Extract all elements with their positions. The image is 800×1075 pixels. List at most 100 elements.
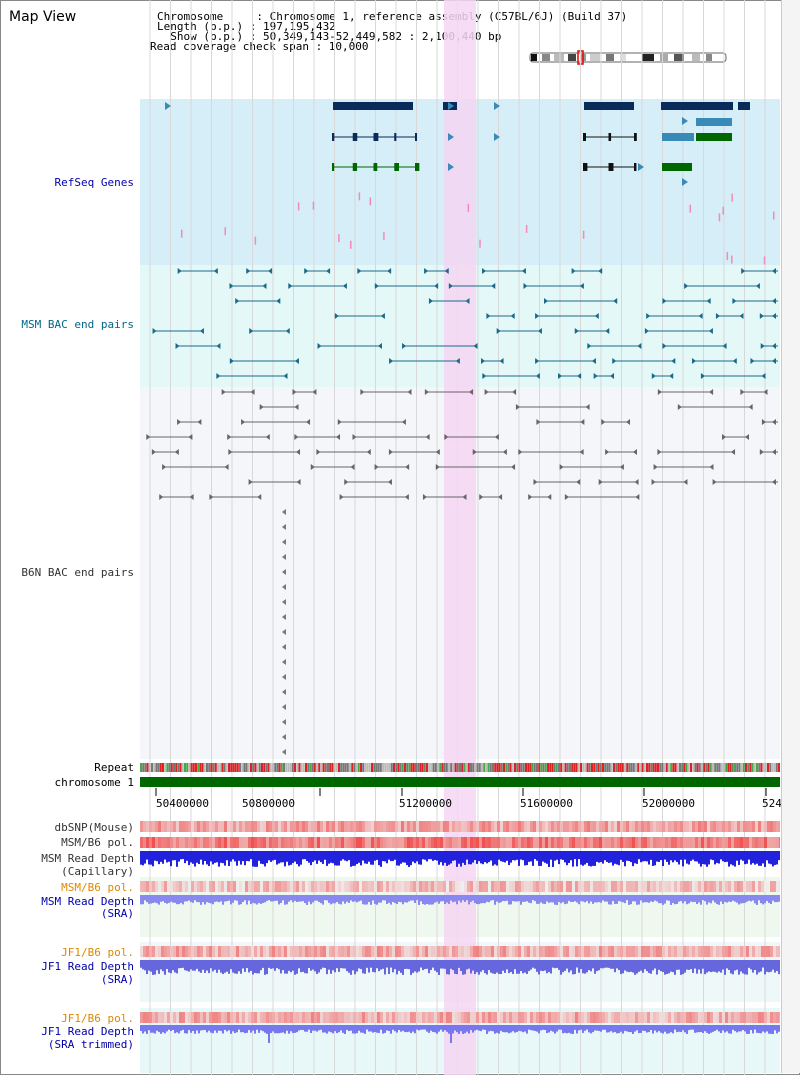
heat-cell xyxy=(743,1012,746,1023)
depth-bar xyxy=(710,851,712,860)
heat-cell xyxy=(482,1012,485,1023)
heat-cell xyxy=(524,881,527,892)
heat-cell xyxy=(341,821,344,832)
depth-bar xyxy=(516,851,518,860)
depth-bar xyxy=(550,960,552,974)
heat-cell xyxy=(419,881,422,892)
depth-bar xyxy=(508,1025,510,1034)
depth-bar xyxy=(166,895,168,904)
depth-bar xyxy=(322,895,324,905)
repeat-mark xyxy=(474,763,477,772)
depth-bar xyxy=(462,1025,464,1034)
heat-cell xyxy=(170,1012,173,1023)
heat-cell xyxy=(215,821,218,832)
depth-bar xyxy=(708,895,710,903)
depth-bar xyxy=(648,960,650,973)
depth-bar xyxy=(754,960,756,971)
heat-cell xyxy=(680,1012,683,1023)
heat-cell xyxy=(359,837,362,848)
depth-bar xyxy=(450,960,452,969)
depth-bar xyxy=(304,960,306,974)
depth-bar xyxy=(574,851,576,860)
gene-block xyxy=(584,102,634,110)
heat-cell xyxy=(374,946,377,957)
heat-cell xyxy=(773,837,776,848)
depth-bar xyxy=(624,895,626,904)
depth-bar xyxy=(338,851,340,866)
depth-bar xyxy=(530,1025,532,1031)
depth-bar xyxy=(626,851,628,861)
heat-cell xyxy=(248,881,251,892)
heat-cell xyxy=(659,881,662,892)
depth-bar xyxy=(706,895,708,905)
depth-bar xyxy=(200,851,202,860)
depth-bar xyxy=(328,851,330,864)
depth-bar xyxy=(458,1025,460,1034)
depth-bar xyxy=(630,851,632,863)
depth-bar xyxy=(354,895,356,902)
depth-bar xyxy=(190,1025,192,1033)
depth-bar xyxy=(174,1025,176,1034)
repeat-mark xyxy=(274,763,277,772)
heat-cell xyxy=(443,1012,446,1023)
depth-bar xyxy=(774,895,776,903)
heat-cell xyxy=(302,946,305,957)
heat-cell xyxy=(485,837,488,848)
heat-cell xyxy=(248,946,251,957)
heat-cell xyxy=(581,837,584,848)
depth-bar xyxy=(494,851,496,865)
heat-cell xyxy=(218,1012,221,1023)
heat-cell xyxy=(596,821,599,832)
heat-cell xyxy=(161,1012,164,1023)
heat-cell xyxy=(302,821,305,832)
genome-plot[interactable] xyxy=(140,0,780,1075)
depth-bar xyxy=(506,895,508,901)
depth-bar xyxy=(374,1025,376,1032)
heat-cell xyxy=(281,837,284,848)
repeat-mark xyxy=(670,763,673,772)
depth-bar xyxy=(540,851,542,866)
repeat-mark xyxy=(428,763,431,772)
bac-end xyxy=(496,328,501,334)
depth-bar xyxy=(756,895,758,905)
heat-cell xyxy=(395,821,398,832)
bac-end xyxy=(755,283,760,289)
depth-bar xyxy=(726,895,728,903)
heat-cell xyxy=(452,837,455,848)
depth-bar xyxy=(450,1025,452,1043)
heat-cell xyxy=(629,821,632,832)
heat-cell xyxy=(614,881,617,892)
plot-canvas[interactable] xyxy=(140,0,780,1075)
heat-cell xyxy=(509,946,512,957)
heat-cell xyxy=(692,1012,695,1023)
heat-cell xyxy=(185,881,188,892)
depth-bar xyxy=(738,1025,740,1032)
heat-cell xyxy=(428,1012,431,1023)
repeat-mark xyxy=(324,763,327,772)
depth-bar xyxy=(308,960,310,969)
heat-cell xyxy=(425,881,428,892)
depth-bar xyxy=(398,895,400,902)
depth-bar xyxy=(216,960,218,973)
depth-bar xyxy=(254,851,256,867)
chromosome-ideogram[interactable] xyxy=(528,50,730,66)
repeat-mark xyxy=(522,763,525,772)
repeat-mark xyxy=(157,763,160,772)
heat-cell xyxy=(707,946,710,957)
repeat-mark xyxy=(694,763,697,772)
heat-cell xyxy=(569,821,572,832)
vertical-scrollbar[interactable] xyxy=(781,0,800,1073)
heat-cell xyxy=(548,837,551,848)
repeat-mark xyxy=(247,763,250,772)
depth-bar xyxy=(378,960,380,972)
heat-cell xyxy=(647,881,650,892)
heat-cell xyxy=(332,1012,335,1023)
heat-cell xyxy=(389,946,392,957)
repeat-mark xyxy=(388,763,391,772)
heat-cell xyxy=(218,837,221,848)
heat-cell xyxy=(569,881,572,892)
heat-cell xyxy=(488,881,491,892)
depth-bar xyxy=(720,895,722,902)
depth-bar xyxy=(396,1025,398,1033)
depth-bar xyxy=(140,960,142,968)
